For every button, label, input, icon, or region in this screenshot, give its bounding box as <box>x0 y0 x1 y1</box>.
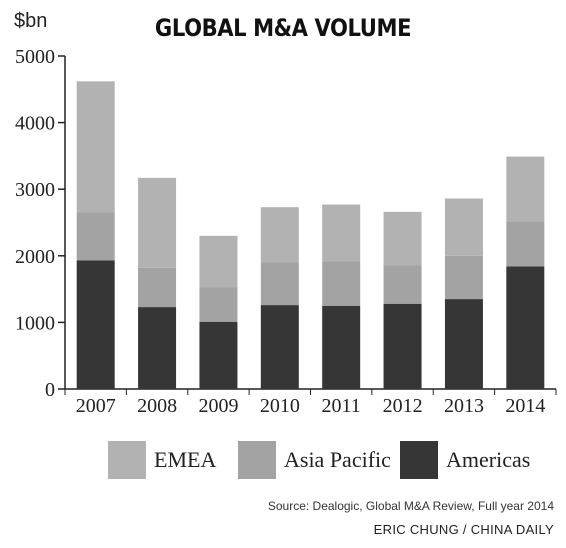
legend-item-asia-pacific: Asia Pacific <box>238 441 391 479</box>
legend-item-emea: EMEA <box>108 441 216 479</box>
y-tick-label: 4000 <box>15 113 55 135</box>
x-tick-label: 2014 <box>505 395 545 417</box>
bar-asia-pacific <box>383 265 422 304</box>
legend-label-asia-pacific: Asia Pacific <box>284 447 391 472</box>
bar-emea <box>322 204 361 262</box>
bar-emea <box>260 207 299 263</box>
source-note: Source: Dealogic, Global M&A Review, Ful… <box>267 499 554 513</box>
y-tick-label: 2000 <box>15 246 55 268</box>
x-tick-label: 2010 <box>260 395 300 417</box>
bar-americas <box>322 305 361 389</box>
y-tick-label: 5000 <box>15 46 55 68</box>
bar-americas <box>383 303 422 389</box>
credit-line: ERIC CHUNG / CHINA DAILY <box>373 522 554 537</box>
chart-title: GLOBAL M&A VOLUME <box>154 14 412 42</box>
bar-asia-pacific <box>506 221 545 267</box>
bar-emea <box>76 81 115 213</box>
bar-americas <box>506 266 545 389</box>
bar-asia-pacific <box>260 262 299 306</box>
x-tick-label: 2012 <box>383 395 423 417</box>
bar-emea <box>199 235 238 288</box>
x-tick-label: 2011 <box>322 395 361 417</box>
bar-americas <box>138 307 177 389</box>
legend-swatch-asia-pacific <box>238 441 276 479</box>
y-tick-label: 3000 <box>15 179 55 201</box>
bar-americas <box>260 305 299 389</box>
bar-asia-pacific <box>138 267 177 308</box>
bar-americas <box>76 260 115 389</box>
legend-swatch-emea <box>108 441 146 479</box>
bar-americas <box>199 321 238 389</box>
y-tick-label: 0 <box>45 379 55 401</box>
bar-chart: 0 1000 2000 3000 4000 5000 2007 2008 2009 2010 201… <box>15 46 557 417</box>
bar-asia-pacific <box>76 212 115 261</box>
legend-swatch-americas <box>400 441 438 479</box>
bar-emea <box>444 198 483 256</box>
y-axis-unit-label: $bn <box>14 10 48 32</box>
bar-emea <box>506 156 545 222</box>
bar-americas <box>444 299 483 389</box>
legend-label-emea: EMEA <box>154 447 217 472</box>
x-tick-label: 2009 <box>198 395 238 417</box>
bar-asia-pacific <box>199 287 238 322</box>
bar-asia-pacific <box>322 261 361 306</box>
bar-emea <box>383 211 422 266</box>
x-tick-label: 2013 <box>444 395 484 417</box>
bar-asia-pacific <box>444 255 483 300</box>
legend-label-americas: Americas <box>446 447 531 472</box>
bar-emea <box>138 177 177 268</box>
legend-item-americas: Americas <box>400 441 530 479</box>
x-tick-label: 2008 <box>137 395 177 417</box>
x-tick-label: 2007 <box>76 395 116 417</box>
y-tick-label: 1000 <box>15 312 55 334</box>
